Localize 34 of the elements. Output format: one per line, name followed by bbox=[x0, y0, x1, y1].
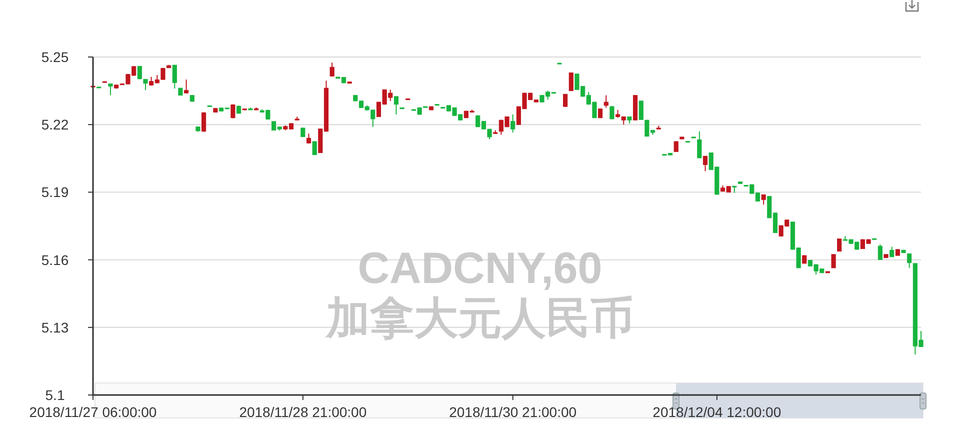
candlestick bbox=[510, 114, 516, 133]
candlestick bbox=[674, 140, 678, 152]
x-tick-label: 2018/11/27 06:00:00 bbox=[29, 404, 157, 420]
candlestick bbox=[202, 112, 206, 132]
candlestick bbox=[300, 127, 306, 138]
candlestick bbox=[638, 100, 644, 120]
y-tick-label: 5.22 bbox=[41, 116, 69, 133]
x-tick-label: 2018/11/28 21:00:00 bbox=[239, 404, 367, 420]
candlestick bbox=[230, 104, 236, 119]
candlestick bbox=[568, 72, 574, 92]
candlestick bbox=[697, 130, 702, 159]
candlestick bbox=[563, 93, 568, 108]
x-tick-label: 2018/12/04 12:00:00 bbox=[652, 404, 782, 420]
y-tick-label: 5.13 bbox=[41, 319, 69, 336]
y-tick-label: 5.16 bbox=[41, 252, 69, 268]
candlestick bbox=[831, 254, 836, 269]
candlestick bbox=[108, 83, 113, 96]
candlestick bbox=[878, 244, 882, 260]
y-tick-label: 5.19 bbox=[41, 184, 69, 200]
x-tick-label: 2018/11/30 21:00:00 bbox=[449, 404, 577, 420]
candlestick bbox=[837, 238, 842, 252]
candlestick bbox=[604, 94, 608, 108]
y-tick-label: 5.1 bbox=[45, 387, 65, 403]
candlestick bbox=[184, 79, 189, 94]
candlestick bbox=[330, 62, 334, 77]
candlestick bbox=[610, 105, 614, 120]
candlestick bbox=[312, 140, 317, 156]
candlestick bbox=[907, 252, 912, 268]
candlestick bbox=[394, 96, 398, 115]
candlestick bbox=[137, 66, 142, 80]
candlestick bbox=[172, 64, 177, 90]
y-tick-label: 5.25 bbox=[41, 49, 69, 65]
candlestick bbox=[143, 78, 148, 91]
candlestick bbox=[702, 155, 708, 172]
